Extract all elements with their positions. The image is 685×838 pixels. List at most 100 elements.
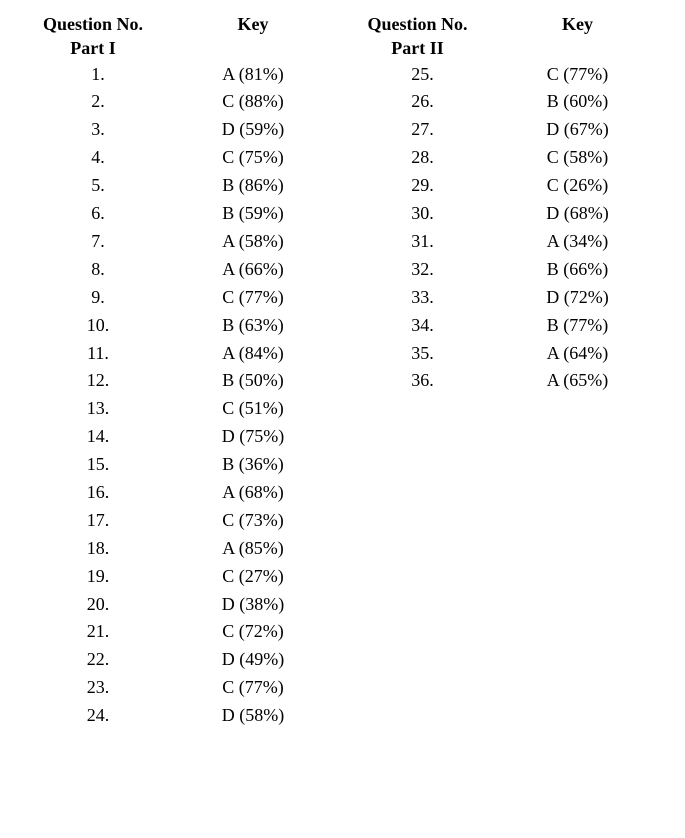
table-row: 15.B (36%)	[18, 451, 343, 479]
table-row: 32.B (66%)	[343, 256, 668, 284]
question-number-cell: 6.	[18, 200, 168, 228]
table-row: 29.C (26%)	[343, 172, 668, 200]
table-row: 36.A (65%)	[343, 367, 668, 395]
key-cell: B (60%)	[493, 88, 663, 116]
right-qno-header: Question No.	[343, 12, 493, 36]
key-cell: A (34%)	[493, 228, 663, 256]
question-number-cell: 33.	[343, 284, 493, 312]
part1-label: Part I	[18, 36, 168, 60]
left-qno-header: Question No.	[18, 12, 168, 36]
table-row: 24.D (58%)	[18, 702, 343, 730]
question-number-cell: 13.	[18, 395, 168, 423]
key-cell: C (58%)	[493, 144, 663, 172]
right-header-row: Question No. Key	[343, 12, 668, 36]
question-number-cell: 30.	[343, 200, 493, 228]
question-number-cell: 27.	[343, 116, 493, 144]
key-cell: A (58%)	[168, 228, 338, 256]
question-number-cell: 28.	[343, 144, 493, 172]
table-row: 6.B (59%)	[18, 200, 343, 228]
key-cell: D (58%)	[168, 702, 338, 730]
table-row: 23.C (77%)	[18, 674, 343, 702]
key-cell: C (88%)	[168, 88, 338, 116]
table-row: 2.C (88%)	[18, 88, 343, 116]
key-cell: C (26%)	[493, 172, 663, 200]
question-number-cell: 22.	[18, 646, 168, 674]
question-number-cell: 34.	[343, 312, 493, 340]
key-cell: B (86%)	[168, 172, 338, 200]
key-cell: C (77%)	[168, 674, 338, 702]
table-row: 18.A (85%)	[18, 535, 343, 563]
question-number-cell: 4.	[18, 144, 168, 172]
table-row: 4.C (75%)	[18, 144, 343, 172]
table-row: 30.D (68%)	[343, 200, 668, 228]
key-cell: B (66%)	[493, 256, 663, 284]
key-cell: C (73%)	[168, 507, 338, 535]
question-number-cell: 11.	[18, 340, 168, 368]
key-cell: D (49%)	[168, 646, 338, 674]
left-key-header: Key	[168, 12, 338, 36]
table-row: 22.D (49%)	[18, 646, 343, 674]
question-number-cell: 29.	[343, 172, 493, 200]
table-row: 16.A (68%)	[18, 479, 343, 507]
key-cell: D (38%)	[168, 591, 338, 619]
left-rows-container: 1.A (81%)2.C (88%)3.D (59%)4.C (75%)5.B …	[18, 61, 343, 730]
table-row: 13.C (51%)	[18, 395, 343, 423]
question-number-cell: 35.	[343, 340, 493, 368]
question-number-cell: 12.	[18, 367, 168, 395]
table-row: 11.A (84%)	[18, 340, 343, 368]
table-row: 12.B (50%)	[18, 367, 343, 395]
question-number-cell: 3.	[18, 116, 168, 144]
key-cell: A (85%)	[168, 535, 338, 563]
question-number-cell: 10.	[18, 312, 168, 340]
table-row: 34.B (77%)	[343, 312, 668, 340]
left-column: Question No. Key Part I 1.A (81%)2.C (88…	[18, 12, 343, 730]
right-column: Question No. Key Part II 25.C (77%)26.B …	[343, 12, 668, 730]
table-row: 33.D (72%)	[343, 284, 668, 312]
part2-row: Part II	[343, 36, 668, 60]
right-rows-container: 25.C (77%)26.B (60%)27.D (67%)28.C (58%)…	[343, 61, 668, 396]
table-row: 10.B (63%)	[18, 312, 343, 340]
question-number-cell: 36.	[343, 367, 493, 395]
table-row: 35.A (64%)	[343, 340, 668, 368]
table-row: 21.C (72%)	[18, 618, 343, 646]
table-row: 17.C (73%)	[18, 507, 343, 535]
right-key-header: Key	[493, 12, 663, 36]
question-number-cell: 20.	[18, 591, 168, 619]
key-cell: B (36%)	[168, 451, 338, 479]
key-cell: A (64%)	[493, 340, 663, 368]
key-cell: B (77%)	[493, 312, 663, 340]
question-number-cell: 8.	[18, 256, 168, 284]
key-cell: C (72%)	[168, 618, 338, 646]
table-row: 27.D (67%)	[343, 116, 668, 144]
question-number-cell: 1.	[18, 61, 168, 89]
key-cell: B (63%)	[168, 312, 338, 340]
key-cell: D (67%)	[493, 116, 663, 144]
table-row: 26.B (60%)	[343, 88, 668, 116]
key-cell: D (68%)	[493, 200, 663, 228]
question-number-cell: 2.	[18, 88, 168, 116]
key-cell: C (51%)	[168, 395, 338, 423]
question-number-cell: 23.	[18, 674, 168, 702]
table-row: 20.D (38%)	[18, 591, 343, 619]
table-row: 5.B (86%)	[18, 172, 343, 200]
table-row: 14.D (75%)	[18, 423, 343, 451]
key-cell: A (65%)	[493, 367, 663, 395]
table-row: 25.C (77%)	[343, 61, 668, 89]
table-row: 9.C (77%)	[18, 284, 343, 312]
question-number-cell: 9.	[18, 284, 168, 312]
question-number-cell: 19.	[18, 563, 168, 591]
table-row: 3.D (59%)	[18, 116, 343, 144]
answer-key-table: Question No. Key Part I 1.A (81%)2.C (88…	[18, 12, 667, 730]
key-cell: C (27%)	[168, 563, 338, 591]
left-header-row: Question No. Key	[18, 12, 343, 36]
question-number-cell: 32.	[343, 256, 493, 284]
key-cell: A (84%)	[168, 340, 338, 368]
question-number-cell: 26.	[343, 88, 493, 116]
question-number-cell: 24.	[18, 702, 168, 730]
question-number-cell: 7.	[18, 228, 168, 256]
table-row: 19.C (27%)	[18, 563, 343, 591]
part2-label: Part II	[343, 36, 493, 60]
question-number-cell: 25.	[343, 61, 493, 89]
question-number-cell: 5.	[18, 172, 168, 200]
table-row: 28.C (58%)	[343, 144, 668, 172]
